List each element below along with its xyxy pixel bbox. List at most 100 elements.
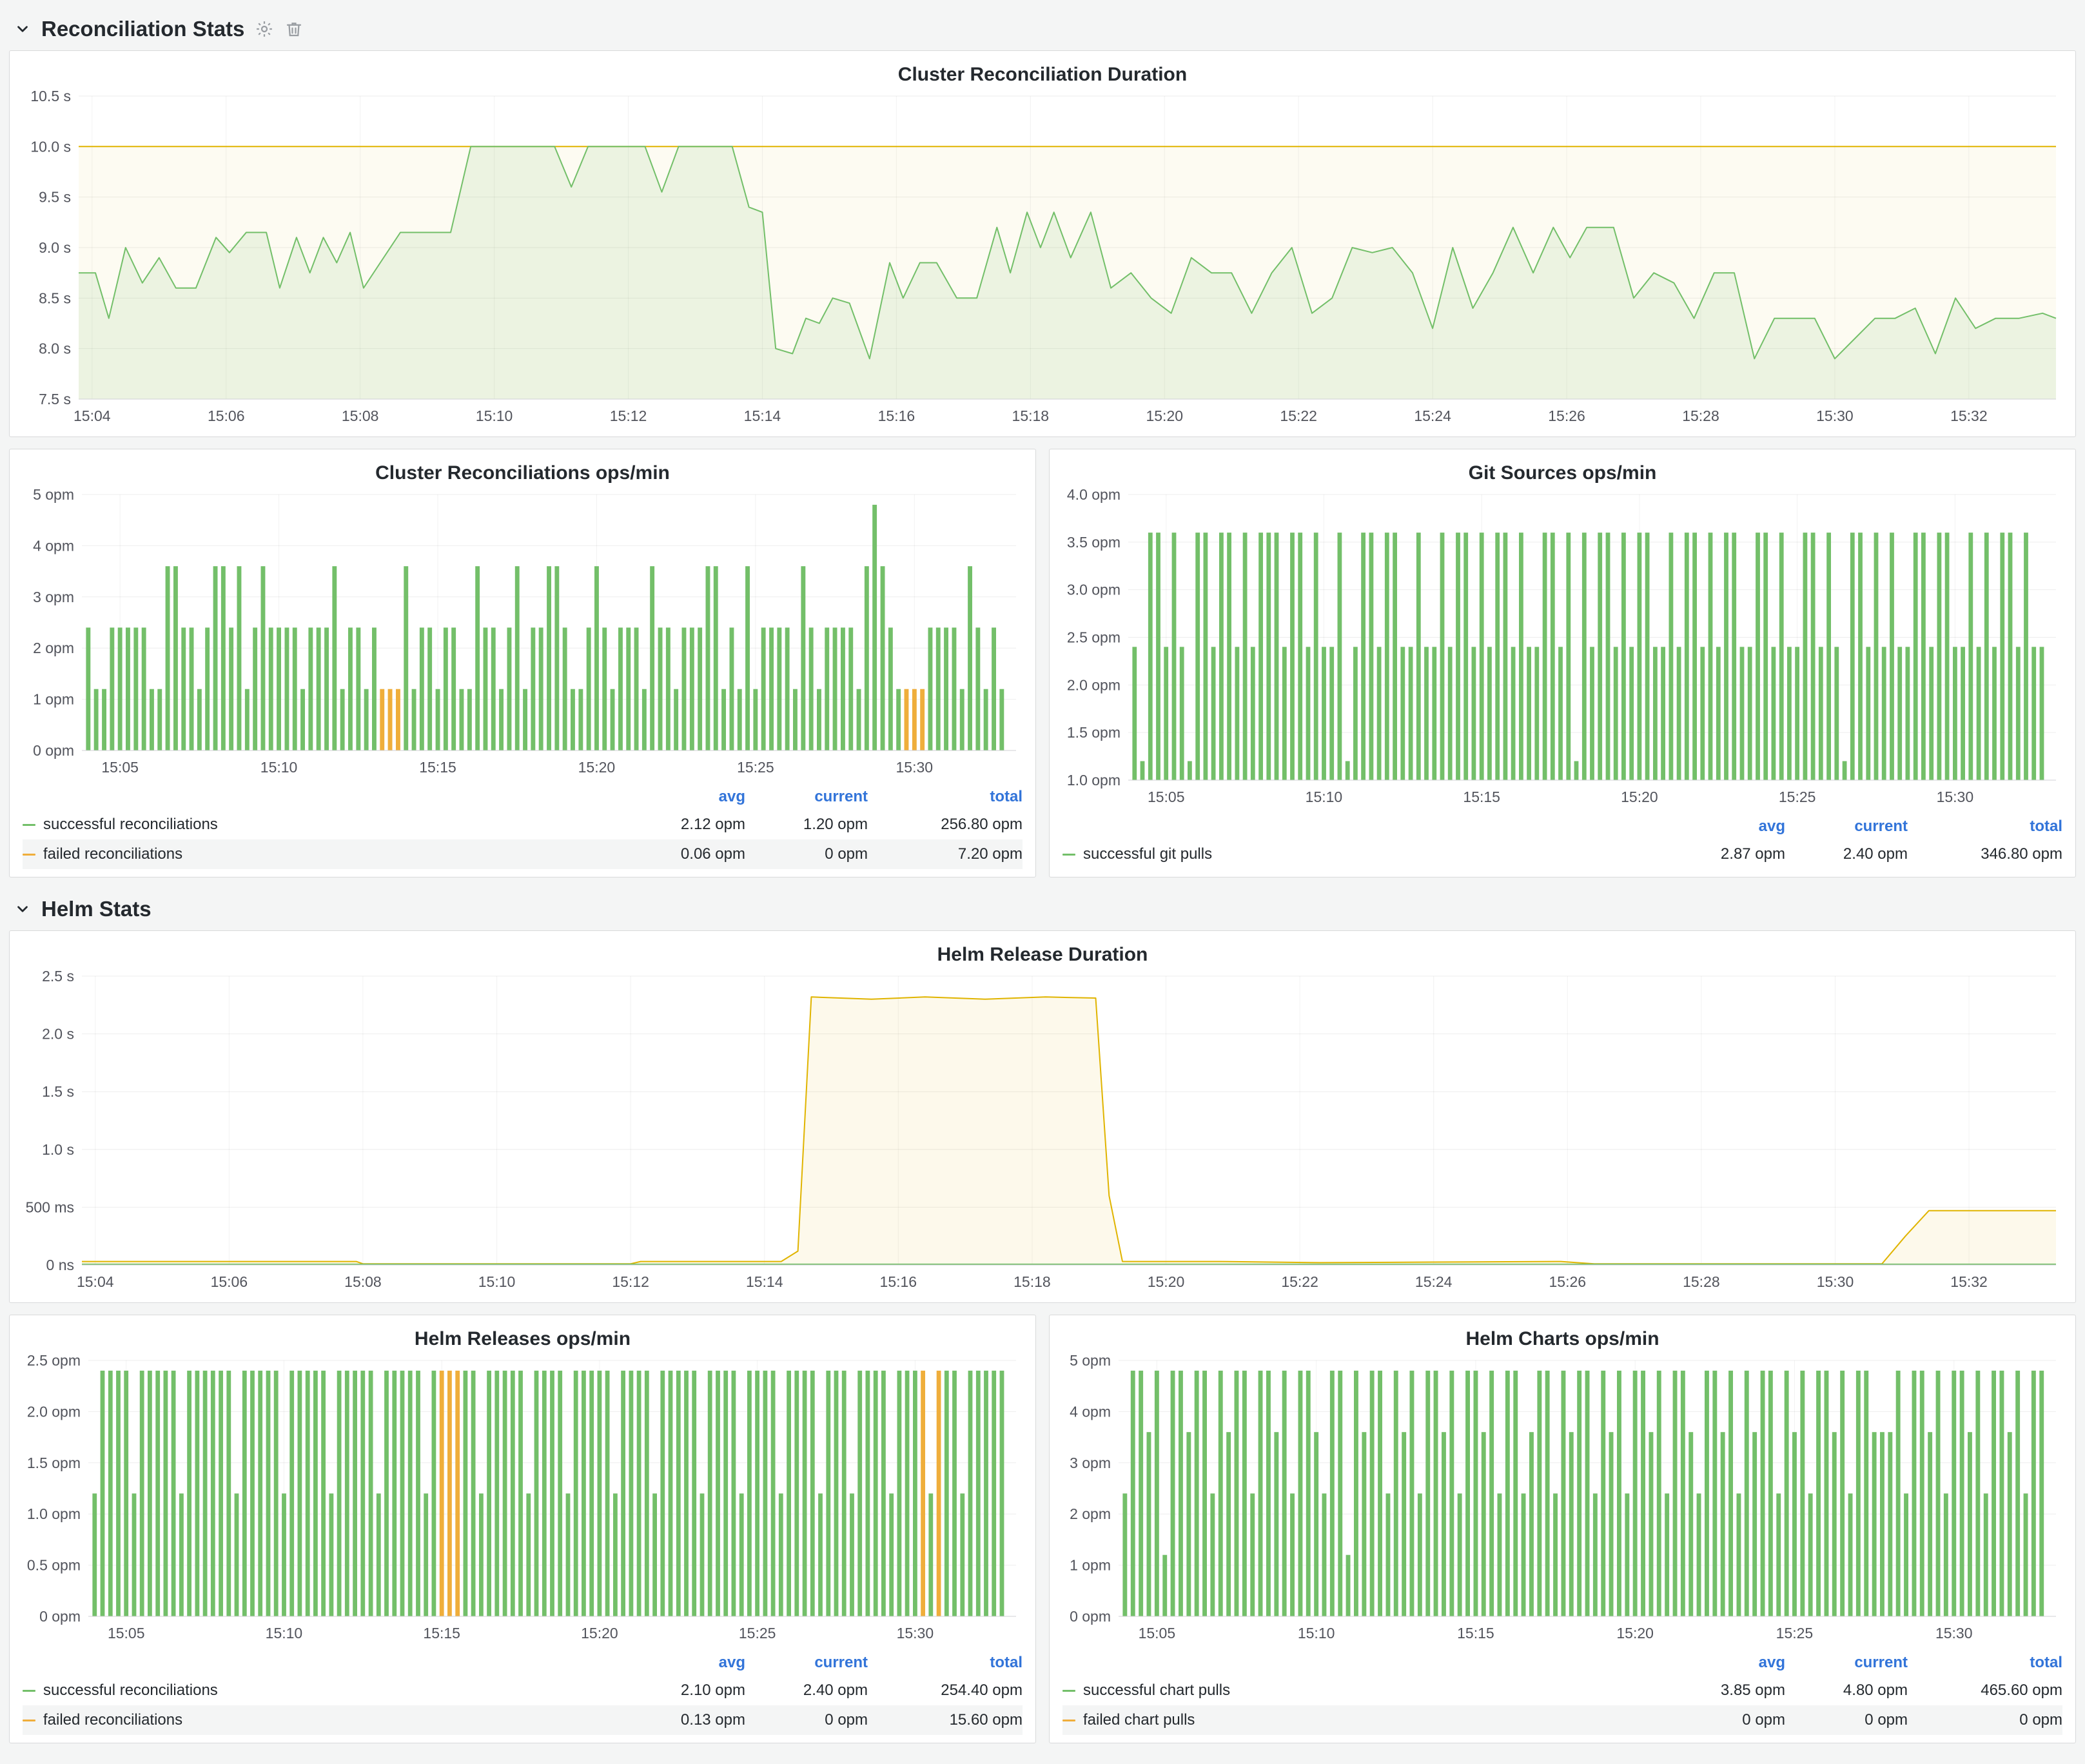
svg-text:15:15: 15:15 [1457,1625,1494,1642]
svg-text:15:08: 15:08 [342,407,379,424]
panel-row-2: Helm Releases ops/min 0 opm 0.5 opm 1.0 op… [9,1315,2076,1743]
legend-series-toggle[interactable]: failed chart pulls [1062,1711,1669,1729]
legend-series-toggle[interactable]: successful chart pulls [1062,1681,1669,1700]
panel-helm-releases-opm: Helm Releases ops/min 0 opm 0.5 opm 1.0 op… [9,1315,1036,1743]
series-color-dash [1062,853,1075,856]
legend-col-total[interactable]: total [2030,1654,2062,1671]
svg-text:15:28: 15:28 [1683,1273,1720,1290]
section-title[interactable]: Reconciliation Stats [41,17,245,41]
legend-col-current[interactable]: current [1854,1654,1908,1671]
svg-text:2.0 s: 2.0 s [42,1026,74,1043]
helm-releases-opm-chart[interactable]: 0 opm 0.5 opm 1.0 opm 1.5 opm 2.0 opm 2.5 opm… [17,1351,1028,1647]
series-total: 465.60 opm [1981,1681,2062,1699]
svg-text:15:25: 15:25 [1779,789,1816,805]
section-header-helm-stats[interactable]: Helm Stats [9,889,2076,930]
helm-charts-opm-chart[interactable]: 0 opm 1 opm 2 opm 3 opm 4 opm 5 opm 15:05 15:10… [1057,1351,2068,1647]
svg-text:9.5 s: 9.5 s [39,189,71,206]
svg-text:15:30: 15:30 [1935,1625,1973,1642]
panel-title[interactable]: Helm Release Duration [937,944,1148,965]
chevron-down-icon[interactable] [14,901,31,917]
chevron-down-icon[interactable] [14,21,31,37]
legend-col-avg[interactable]: avg [718,788,745,805]
svg-text:15:10: 15:10 [1306,789,1343,805]
panel-title[interactable]: Helm Releases ops/min [414,1328,631,1349]
panel-title[interactable]: Cluster Reconciliations ops/min [375,462,670,484]
legend-row-failed: failed reconciliations 0.13 opm 0 opm 15… [23,1705,1023,1735]
svg-text:15:10: 15:10 [478,1273,516,1290]
panel-git-sources-opm: Git Sources ops/min 1.0 opm 1.5 opm 2.0 op… [1049,449,2076,877]
svg-text:1.5 opm: 1.5 opm [27,1455,81,1471]
series-avg: 2.87 opm [1720,845,1785,863]
legend-col-avg[interactable]: avg [718,1654,745,1671]
gear-icon[interactable] [255,19,274,39]
svg-text:15:30: 15:30 [1817,1273,1854,1290]
legend-series-toggle[interactable]: failed reconciliations [23,845,629,863]
series-avg: 0 opm [1742,1711,1785,1729]
svg-text:15:14: 15:14 [744,407,781,424]
svg-text:15:18: 15:18 [1013,1273,1051,1290]
svg-text:15:25: 15:25 [1776,1625,1814,1642]
series-current: 4.80 opm [1843,1681,1908,1699]
legend-header: avg current total [23,1650,1023,1676]
section-title[interactable]: Helm Stats [41,897,152,921]
cluster-reconciliations-opm-chart[interactable]: 0 opm 1 opm 2 opm 3 opm 4 opm 5 opm 15:05 15:10… [17,485,1028,781]
svg-text:5 opm: 5 opm [33,486,74,503]
svg-text:15:24: 15:24 [1414,407,1451,424]
legend-series-toggle[interactable]: successful reconciliations [23,816,629,834]
legend: avg current total successful reconciliat… [17,1647,1028,1736]
series-label: successful reconciliations [43,1681,218,1699]
series-avg: 0.13 opm [680,1711,745,1729]
legend-col-total[interactable]: total [2030,818,2062,835]
legend-row-failed: failed chart pulls 0 opm 0 opm 0 opm [1062,1705,2062,1735]
svg-text:15:15: 15:15 [1463,789,1500,805]
series-current: 0 opm [1865,1711,1908,1729]
svg-text:15:22: 15:22 [1280,407,1317,424]
series-total: 346.80 opm [1981,845,2062,863]
svg-text:15:20: 15:20 [1616,1625,1654,1642]
svg-text:1 opm: 1 opm [1070,1557,1111,1574]
legend: avg current total successful reconciliat… [17,781,1028,870]
legend-row-successful: successful reconciliations 2.12 opm 1.20… [23,810,1023,839]
svg-text:2.0 opm: 2.0 opm [1067,676,1121,693]
svg-text:9.0 s: 9.0 s [39,239,71,256]
legend-series-toggle[interactable]: successful git pulls [1062,845,1669,863]
panel-title[interactable]: Helm Charts ops/min [1465,1328,1659,1349]
series-color-dash [23,1689,35,1692]
svg-text:15:32: 15:32 [1950,407,1988,424]
section-header-reconciliation-stats[interactable]: Reconciliation Stats [9,9,2076,50]
legend-col-current[interactable]: current [814,1654,868,1671]
trash-icon[interactable] [284,19,304,39]
svg-text:1 opm: 1 opm [33,691,74,708]
panel-helm-charts-opm: Helm Charts ops/min 0 opm 1 opm 2 opm 3 opm… [1049,1315,2076,1743]
svg-text:4.0 opm: 4.0 opm [1067,486,1121,503]
cluster-reconciliation-duration-chart[interactable]: 7.5 s 8.0 s 8.5 s 9.0 s 9.5 s 10.0 s 10.5 s 15:… [17,87,2068,430]
legend-col-avg[interactable]: avg [1758,1654,1785,1671]
svg-text:15:20: 15:20 [1621,789,1658,805]
legend-col-current[interactable]: current [814,788,868,805]
svg-text:10.5 s: 10.5 s [30,88,71,104]
series-total: 256.80 opm [941,816,1023,833]
series-color-dash [1062,1719,1075,1721]
svg-text:15:20: 15:20 [578,759,616,776]
panel-title[interactable]: Git Sources ops/min [1468,462,1657,484]
svg-text:2 opm: 2 opm [33,640,74,656]
svg-text:15:30: 15:30 [1816,407,1854,424]
helm-release-duration-chart[interactable]: 0 ns 500 ms 1.0 s 1.5 s 2.0 s 2.5 s 15:04 15:06… [17,967,2068,1296]
legend-series-toggle[interactable]: successful reconciliations [23,1681,629,1700]
series-total: 0 opm [2019,1711,2062,1729]
git-sources-opm-chart[interactable]: 1.0 opm 1.5 opm 2.0 opm 2.5 opm 3.0 opm 3.5 o… [1057,485,2068,811]
legend-col-total[interactable]: total [990,788,1023,805]
series-label: successful chart pulls [1083,1681,1231,1699]
svg-text:15:14: 15:14 [746,1273,783,1290]
legend-col-current[interactable]: current [1854,818,1908,835]
panel-title[interactable]: Cluster Reconciliation Duration [897,64,1188,85]
svg-text:15:20: 15:20 [1148,1273,1185,1290]
svg-text:15:32: 15:32 [1950,1273,1988,1290]
svg-text:2.5 s: 2.5 s [42,968,74,985]
legend-series-toggle[interactable]: failed reconciliations [23,1711,629,1729]
svg-text:15:04: 15:04 [77,1273,114,1290]
series-current: 1.20 opm [803,816,868,833]
svg-text:15:26: 15:26 [1548,407,1585,424]
legend-col-total[interactable]: total [990,1654,1023,1671]
legend-col-avg[interactable]: avg [1758,818,1785,835]
